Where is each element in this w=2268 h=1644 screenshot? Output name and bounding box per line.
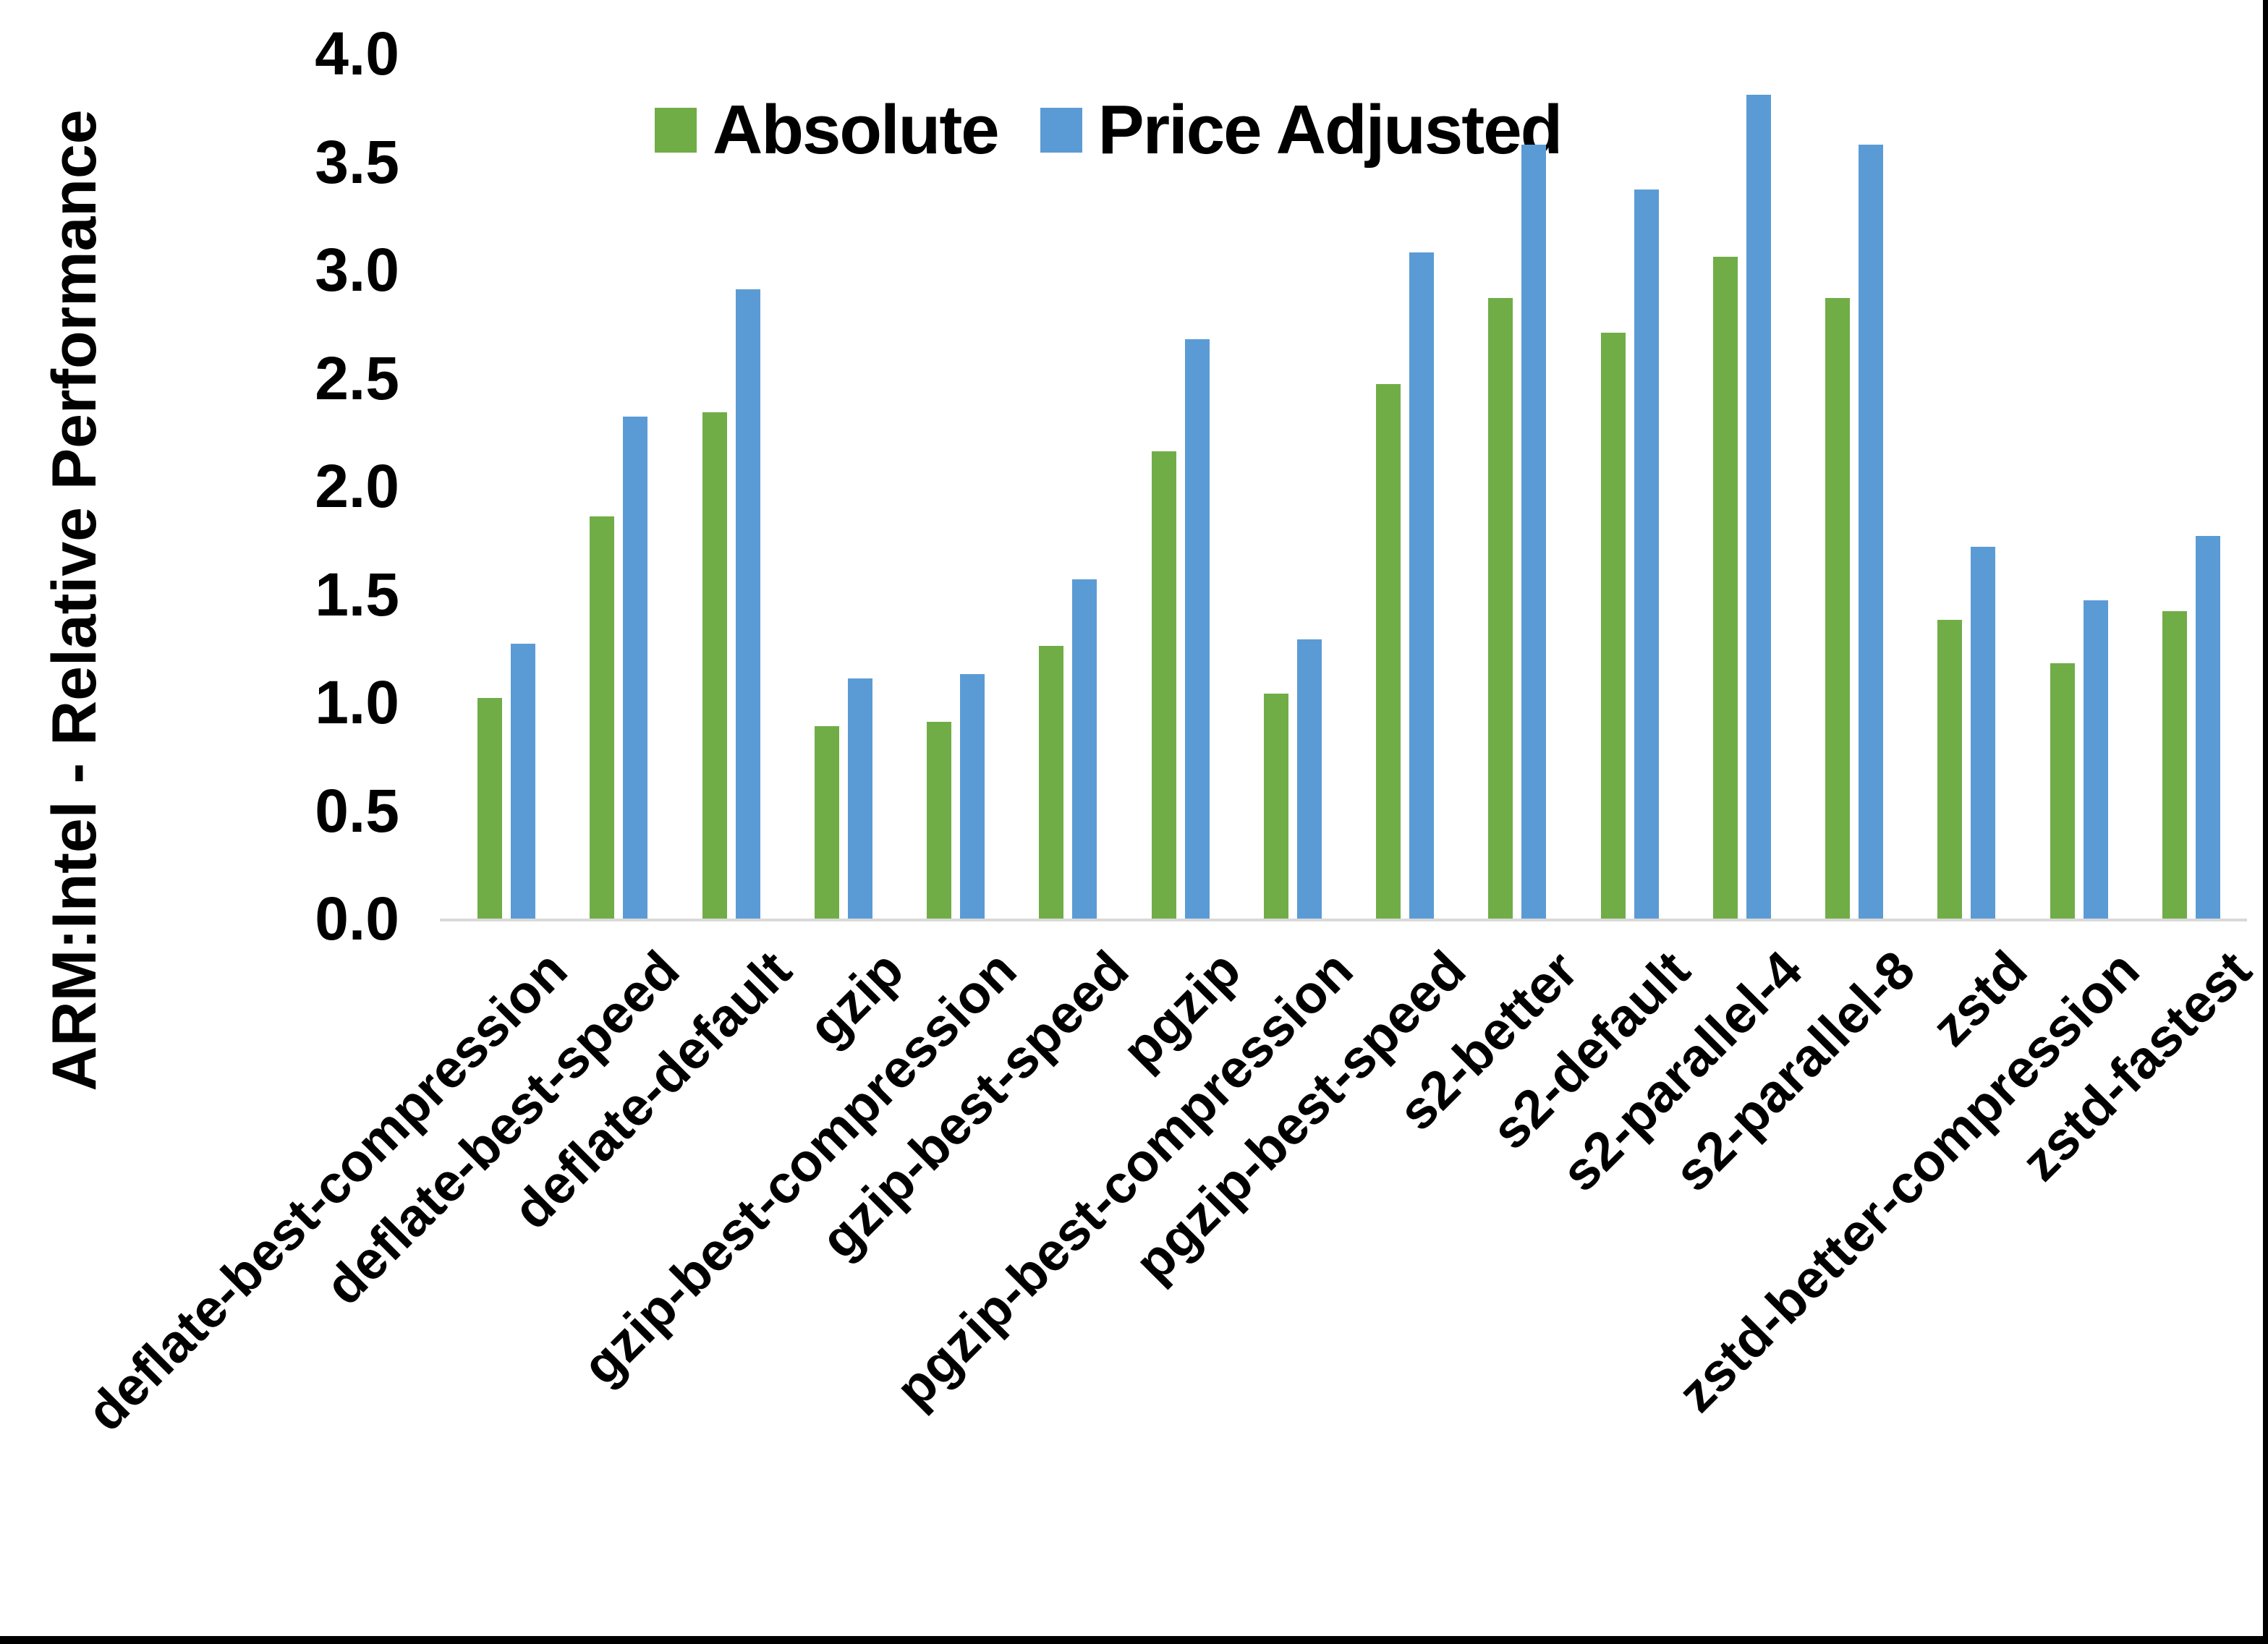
price-adjusted-series-swatch [1040,108,1082,153]
bar-absolute-gzip-best-compression [927,721,951,919]
bar-absolute-s2-better [1488,297,1513,919]
bar-absolute-deflate-best-speed [590,516,615,919]
bar-absolute-s2-parallel-8 [1825,297,1850,919]
bar-price-adjusted-pgzip-best-compression [1296,639,1322,919]
bar-price-adjusted-s2-default [1634,189,1659,919]
x-axis-line [440,919,2247,921]
bar-price-adjusted-s2-better [1521,144,1547,919]
bar-price-adjusted-deflate-default [735,289,760,919]
legend-item-absolute: Absolute [655,91,1000,169]
bar-absolute-gzip [814,725,839,919]
y-tick-label: 3.5 [315,127,399,196]
legend: Absolute Price Adjusted [655,91,1563,169]
bar-absolute-s2-default [1600,332,1626,919]
bar-price-adjusted-s2-parallel-4 [1746,94,1771,919]
bar-price-adjusted-gzip [847,678,872,919]
y-tick-label: 1.5 [315,560,399,629]
bar-absolute-deflate-default [702,412,727,919]
y-tick-label: 2.5 [315,344,399,412]
bar-absolute-pgzip-best-speed [1376,384,1401,919]
bar-absolute-zstd [1937,620,1963,919]
legend-label-price-adjusted: Price Adjusted [1097,91,1563,169]
legend-item-price-adjusted: Price Adjusted [1040,91,1563,169]
bar-price-adjusted-zstd [1971,546,1996,919]
bar-absolute-zstd-better-compression [2050,663,2075,919]
bar-absolute-zstd-fastest [2162,611,2187,919]
bar-price-adjusted-zstd-better-compression [2083,600,2108,919]
bar-price-adjusted-gzip-best-speed [1072,579,1097,919]
bar-price-adjusted-pgzip-best-speed [1409,252,1434,919]
y-tick-label: 0.0 [315,885,399,953]
y-tick-label: 3.0 [315,236,399,304]
y-tick-label: 0.5 [315,776,399,845]
y-tick-label: 2.0 [315,452,399,520]
bar-absolute-deflate-best-compression [477,698,502,919]
bar-price-adjusted-zstd-fastest [2195,535,2220,919]
absolute-series-swatch [655,108,697,153]
y-tick-label: 4.0 [315,20,399,88]
bar-price-adjusted-deflate-best-speed [623,417,648,919]
bar-price-adjusted-pgzip [1184,338,1210,919]
bar-absolute-gzip-best-speed [1039,646,1064,919]
bar-price-adjusted-gzip-best-compression [960,674,985,919]
bar-absolute-s2-parallel-4 [1712,257,1738,919]
bar-price-adjusted-s2-parallel-8 [1859,144,1883,919]
bar-absolute-pgzip-best-compression [1263,694,1288,919]
y-tick-label: 1.0 [315,668,399,736]
legend-label-absolute: Absolute [713,91,1000,169]
bar-absolute-pgzip [1151,451,1176,919]
bar-price-adjusted-deflate-best-compression [511,644,535,919]
